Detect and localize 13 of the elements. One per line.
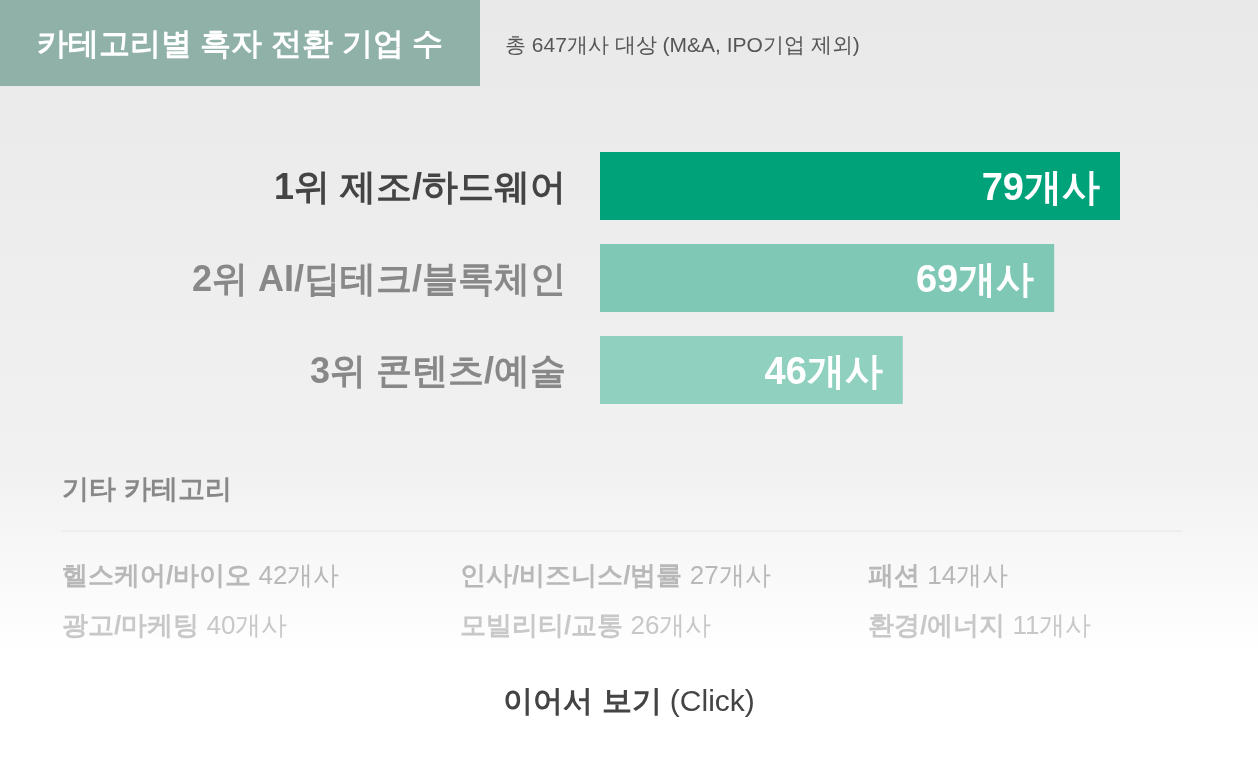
data-label: 46개사 [764,350,883,392]
text: 인사/비즈니스/법률 27개사 [460,560,771,590]
y-tick-label: 1위 제조/하드웨어 [273,166,566,207]
data-label: 69개사 [915,258,1035,300]
text: 이어서 보기 (Click) [503,684,755,717]
text: 카테고리별 흑자 전환 기업 수 [36,26,444,61]
y-tick-label: 3위 콘텐츠/예술 [309,350,566,391]
chart-subtitle: 총 647개사 대상 (M&A, IPO기업 제외) [505,33,860,56]
data-label: 79개사 [981,166,1100,208]
text: 기타 카테고리 [62,474,232,504]
text: 패션 14개사 [868,560,1009,590]
y-tick-label: 2위 AI/딥테크/블록체인 [191,258,566,299]
text: 헬스케어/바이오 42개사 [62,560,340,590]
